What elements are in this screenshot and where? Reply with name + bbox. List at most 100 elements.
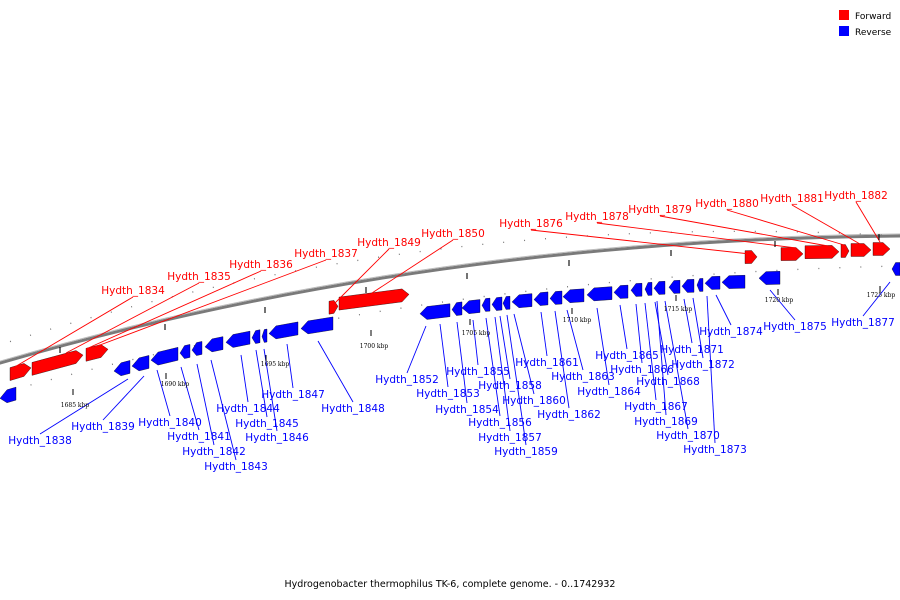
reverse-leader-line — [317, 340, 354, 403]
reverse-gene-label: Hydth_1848 — [321, 403, 385, 415]
reverse-gene-label: Hydth_1841 — [167, 431, 231, 443]
reverse-gene-label: Hydth_1844 — [216, 403, 280, 415]
forward-gene-label: Hydth_1834 — [101, 285, 165, 297]
reverse-gene-label: Hydth_1875 — [763, 321, 827, 333]
forward-leader-line — [791, 204, 861, 245]
reverse-leader-line — [540, 311, 548, 357]
reverse-gene-arrow — [268, 321, 299, 340]
reverse-gene-label: Hydth_1877 — [831, 317, 895, 329]
reverse-gene-arrow — [502, 296, 511, 310]
scale-tick-label: 1690 kbp — [161, 381, 190, 388]
reverse-leader-line — [472, 319, 479, 366]
forward-gene-arrow — [31, 350, 84, 376]
reverse-gene-arrow — [721, 275, 746, 289]
forward-leader-line — [85, 270, 262, 350]
genome-backbone — [0, 234, 900, 365]
reverse-leader-line — [654, 301, 669, 376]
forward-gene-label: Hydth_1849 — [357, 237, 421, 249]
forward-gene-label: Hydth_1879 — [628, 204, 692, 216]
reverse-gene-label: Hydth_1871 — [660, 344, 724, 356]
reverse-gene-arrow — [113, 360, 131, 376]
forward-gene-arrow — [850, 243, 872, 257]
forward-gene-label: Hydth_1876 — [499, 218, 563, 230]
reverse-leader-line — [406, 325, 427, 374]
reverse-leader-line — [596, 307, 610, 386]
reverse-gene-arrow — [681, 279, 695, 293]
reverse-gene-arrow — [419, 303, 451, 320]
forward-leader-line — [334, 248, 390, 304]
forward-leader-line — [12, 296, 134, 369]
reverse-gene-arrow — [562, 288, 585, 303]
forward-gene-label: Hydth_1878 — [565, 211, 629, 223]
forward-gene-arrow — [804, 245, 840, 259]
reverse-gene-label: Hydth_1872 — [671, 359, 735, 371]
forward-gene-label: Hydth_1836 — [229, 259, 293, 271]
scale-tick-label: 1720 kbp — [765, 297, 794, 304]
reverse-leader-line — [286, 343, 294, 389]
reverse-leader-line — [566, 309, 584, 371]
reverse-gene-arrow — [131, 355, 150, 372]
reverse-leader-line — [263, 348, 278, 432]
forward-gene-label: Hydth_1850 — [421, 228, 485, 240]
reverse-gene-arrow — [0, 386, 17, 403]
reverse-gene-label: Hydth_1870 — [656, 430, 720, 442]
reverse-gene-arrow — [613, 284, 629, 299]
reverse-gene-label: Hydth_1861 — [515, 357, 579, 369]
reverse-leader-line — [683, 298, 693, 344]
reverse-gene-arrow — [150, 347, 179, 366]
reverse-leader-line — [644, 302, 657, 401]
forward-gene-arrow — [744, 250, 758, 264]
reverse-gene-label: Hydth_1838 — [8, 435, 72, 447]
reverse-gene-arrow — [204, 336, 224, 353]
reverse-leader-line — [664, 300, 689, 430]
reverse-gene-arrow — [630, 283, 643, 297]
reverse-leader-line — [210, 359, 237, 461]
reverse-gene-label: Hydth_1847 — [261, 389, 325, 401]
forward-gene-arrow — [9, 363, 32, 381]
reverse-leader-line — [156, 369, 171, 417]
reverse-gene-label: Hydth_1852 — [375, 374, 439, 386]
legend-forward-swatch — [839, 10, 849, 20]
reverse-gene-label: Hydth_1857 — [478, 432, 542, 444]
legend-reverse-label: Reverse — [855, 28, 892, 38]
reverse-gene-arrow — [533, 291, 549, 306]
reverse-leader-line — [554, 310, 570, 409]
forward-gene-label: Hydth_1835 — [167, 271, 231, 283]
reverse-gene-label: Hydth_1846 — [245, 432, 309, 444]
reverse-gene-label: Hydth_1843 — [204, 461, 268, 473]
reverse-leader-line — [102, 375, 145, 421]
reverse-gene-arrow — [668, 280, 681, 294]
reverse-gene-arrow — [251, 329, 261, 344]
forward-leader-line — [371, 239, 454, 294]
reverse-leader-line — [499, 315, 511, 380]
reverse-gene-arrow — [451, 301, 463, 316]
forward-gene-arrow — [780, 247, 804, 261]
reverse-gene-label: Hydth_1859 — [494, 446, 558, 458]
reverse-gene-arrow — [491, 296, 503, 311]
reverse-gene-label: Hydth_1869 — [634, 416, 698, 428]
reverse-leader-line — [439, 323, 449, 388]
gene-labels: Hydth_1834Hydth_1835Hydth_1836Hydth_1837… — [8, 190, 895, 473]
reverse-leader-line — [513, 313, 535, 395]
reverse-leader-line — [494, 316, 511, 432]
forward-leader-line — [726, 209, 845, 246]
scale-ticks: 1685 kbp 1690 kbp 1695 kbp 1700 kbp 1705 kbp… — [59, 234, 896, 409]
reverse-leader-line — [485, 317, 501, 417]
reverse-leader-line — [240, 354, 249, 403]
reverse-gene-label: Hydth_1865 — [595, 350, 659, 362]
legend-forward-label: Forward — [855, 12, 891, 22]
reverse-gene-arrow — [891, 262, 900, 276]
map-caption: Hydrogenobacter thermophilus TK-6, compl… — [285, 579, 616, 590]
reverse-gene-arrow — [644, 282, 653, 296]
reverse-gene-label: Hydth_1858 — [478, 380, 542, 392]
reverse-leader-line — [506, 314, 527, 446]
reverse-gene-label: Hydth_1853 — [416, 388, 480, 400]
scale-tick-label: 1725 kbp — [867, 292, 896, 299]
reverse-gene-arrow — [696, 278, 704, 292]
reverse-leader-line — [635, 303, 643, 364]
reverse-gene-label: Hydth_1855 — [446, 366, 510, 378]
reverse-gene-arrow — [511, 293, 533, 308]
reverse-gene-arrow — [704, 276, 721, 290]
forward-gene-label: Hydth_1837 — [294, 248, 358, 260]
reverse-gene-label: Hydth_1860 — [502, 395, 566, 407]
